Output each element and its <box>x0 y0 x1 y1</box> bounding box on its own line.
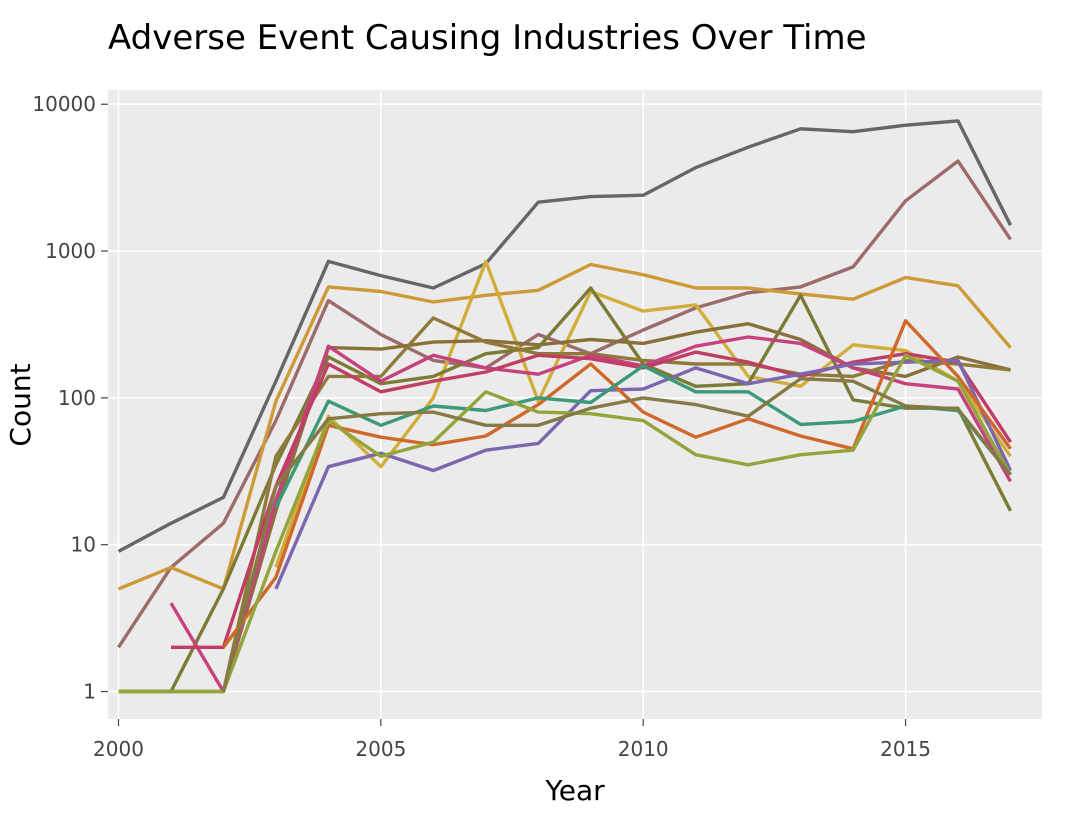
y-tick-label: 100 <box>58 386 96 410</box>
series-line-5 <box>221 322 1011 692</box>
x-tick-label: 2010 <box>618 737 669 761</box>
x-axis-title: Year <box>544 774 605 807</box>
y-tick-label: 1000 <box>45 239 96 263</box>
x-tick-label: 2005 <box>355 737 406 761</box>
x-tick-label: 2015 <box>880 737 931 761</box>
series-line-7 <box>118 316 1011 694</box>
y-tick-label: 1 <box>83 680 96 704</box>
series-line-14 <box>221 377 1012 692</box>
series-line-13 <box>118 353 1012 694</box>
series-line-1 <box>117 119 1013 553</box>
y-tick-label: 10000 <box>32 92 96 116</box>
y-axis-title: Count <box>4 363 37 446</box>
series-line-6 <box>118 286 1013 694</box>
x-axis-ticks: 2000 2005 2010 2015 <box>93 719 931 761</box>
x-tick-label: 2000 <box>93 737 144 761</box>
chart-title: Adverse Event Causing Industries Over Ti… <box>108 18 867 58</box>
series-line-4 <box>274 259 1012 568</box>
series-line-11 <box>222 319 1012 649</box>
y-tick-label: 10 <box>71 533 96 557</box>
y-axis-ticks: 1 10 100 1000 10000 <box>32 92 108 704</box>
series-line-9 <box>171 350 1012 649</box>
series-line-3 <box>117 262 1012 591</box>
series-line-8 <box>169 335 1012 694</box>
series-line-12 <box>274 364 1012 508</box>
series-lines <box>117 119 1013 694</box>
